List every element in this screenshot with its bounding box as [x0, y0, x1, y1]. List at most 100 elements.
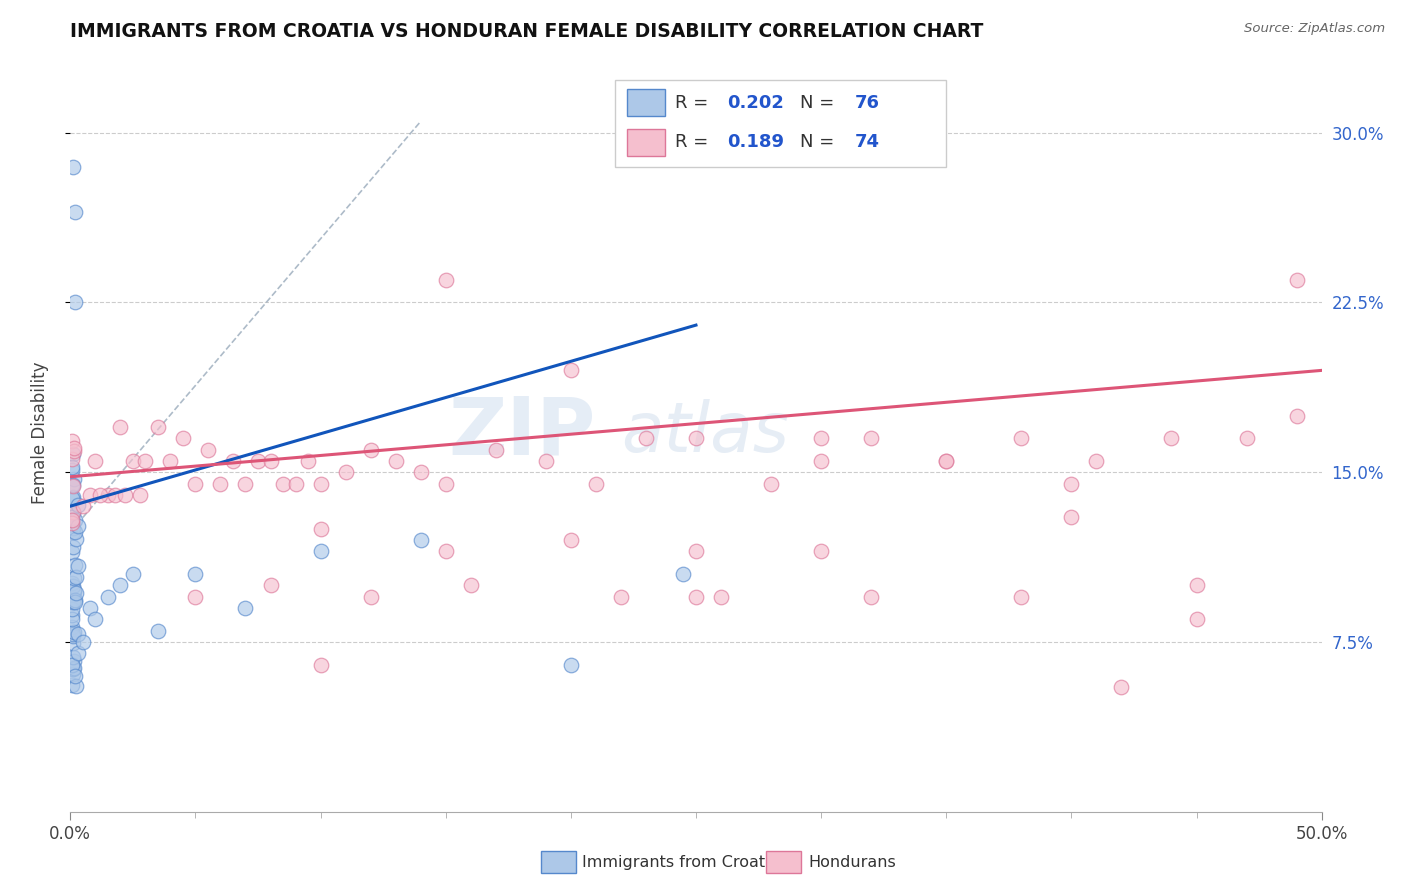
- Point: [434, 273, 457, 287]
- Point: [65, 586, 87, 600]
- Point: [159, 454, 181, 468]
- Point: [1085, 454, 1108, 468]
- Point: [62, 636, 84, 650]
- Point: [1060, 476, 1083, 491]
- Point: [65, 205, 87, 219]
- Point: [434, 544, 457, 558]
- Text: Immigrants from Croatia: Immigrants from Croatia: [582, 855, 779, 870]
- Point: [65, 532, 87, 546]
- Point: [60, 678, 83, 692]
- Point: [134, 454, 156, 468]
- Point: [79, 488, 101, 502]
- Point: [62, 472, 84, 486]
- Point: [63, 593, 86, 607]
- Point: [1285, 273, 1308, 287]
- Text: ZIP: ZIP: [449, 393, 596, 472]
- Point: [184, 567, 207, 582]
- Point: [860, 431, 883, 445]
- Point: [1185, 578, 1208, 592]
- Point: [634, 431, 657, 445]
- Point: [62, 490, 84, 504]
- Point: [60, 612, 83, 626]
- Point: [1060, 510, 1083, 524]
- Point: [1010, 431, 1032, 445]
- Point: [384, 454, 406, 468]
- Point: [72, 499, 94, 513]
- Y-axis label: Female Disability: Female Disability: [31, 361, 49, 504]
- Text: R =: R =: [675, 133, 714, 152]
- Point: [62, 443, 84, 458]
- Point: [60, 575, 83, 590]
- Point: [60, 607, 83, 622]
- Point: [67, 499, 90, 513]
- Point: [759, 476, 782, 491]
- Text: N =: N =: [800, 133, 839, 152]
- Point: [209, 476, 232, 491]
- Point: [409, 465, 432, 479]
- Point: [62, 595, 84, 609]
- Point: [62, 654, 84, 668]
- Point: [62, 591, 84, 606]
- Bar: [627, 128, 665, 156]
- Point: [935, 454, 957, 468]
- Point: [60, 459, 83, 474]
- Point: [129, 488, 152, 502]
- Point: [62, 662, 84, 676]
- Point: [62, 493, 84, 508]
- Point: [63, 525, 86, 540]
- Point: [585, 476, 607, 491]
- Point: [97, 590, 120, 604]
- Text: 74: 74: [855, 133, 880, 152]
- Point: [534, 454, 557, 468]
- Point: [66, 558, 89, 573]
- Point: [97, 488, 120, 502]
- Point: [1185, 612, 1208, 626]
- Point: [60, 452, 83, 467]
- Point: [235, 476, 257, 491]
- Point: [66, 646, 89, 660]
- Point: [560, 533, 582, 548]
- Point: [62, 160, 84, 174]
- Point: [259, 578, 281, 592]
- Point: [860, 590, 883, 604]
- Point: [60, 516, 83, 530]
- Point: [360, 590, 382, 604]
- Point: [309, 476, 332, 491]
- Point: [62, 625, 84, 640]
- Point: [284, 476, 307, 491]
- Point: [79, 601, 101, 615]
- Point: [60, 658, 83, 673]
- Point: [810, 454, 832, 468]
- Point: [1160, 431, 1182, 445]
- Point: [485, 442, 508, 457]
- Point: [60, 434, 83, 448]
- Point: [146, 624, 169, 638]
- Point: [235, 601, 257, 615]
- Point: [63, 585, 86, 599]
- Point: [66, 627, 89, 641]
- Text: atlas: atlas: [621, 399, 789, 467]
- Point: [60, 602, 83, 616]
- Text: Source: ZipAtlas.com: Source: ZipAtlas.com: [1244, 22, 1385, 36]
- Point: [672, 567, 695, 582]
- Point: [66, 519, 89, 533]
- Point: [62, 441, 84, 455]
- Point: [60, 545, 83, 559]
- Text: IMMIGRANTS FROM CROATIA VS HONDURAN FEMALE DISABILITY CORRELATION CHART: IMMIGRANTS FROM CROATIA VS HONDURAN FEMA…: [70, 21, 984, 41]
- Point: [63, 594, 86, 608]
- Point: [360, 442, 382, 457]
- Point: [309, 657, 332, 672]
- Point: [935, 454, 957, 468]
- Text: 0.202: 0.202: [727, 94, 785, 112]
- Point: [309, 522, 332, 536]
- Point: [460, 578, 482, 592]
- Point: [60, 517, 83, 532]
- Point: [62, 491, 84, 506]
- Point: [685, 590, 707, 604]
- Point: [121, 567, 145, 582]
- Point: [309, 544, 332, 558]
- Point: [1236, 431, 1258, 445]
- Point: [335, 465, 357, 479]
- Point: [184, 476, 207, 491]
- Point: [63, 582, 86, 597]
